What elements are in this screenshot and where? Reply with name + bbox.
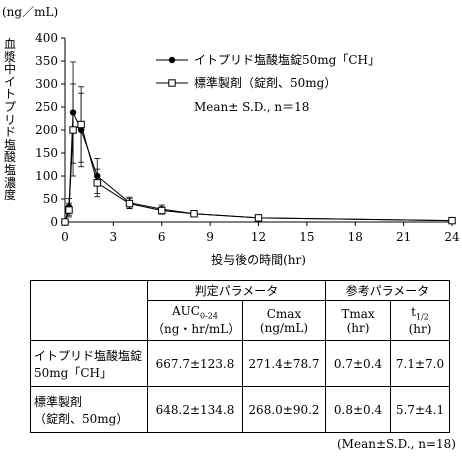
table-col-thalf: t1/2 (hr) [390,300,450,341]
thalf-header-unit: (hr) [408,321,432,336]
table-header-row-1: 判定パラメータ 参考パラメータ [30,280,450,341]
data-point [65,206,73,214]
thalf-header-sub: 1/2 [415,312,429,322]
table-col-tmax: Tmax (hr) [325,300,391,341]
y-tick-label: 50 [43,192,58,206]
cmax-header-unit: (ng/mL) [259,320,309,335]
data-point [69,126,77,134]
row-label-reference: 標準製剤 （錠剤、50mg） [30,386,148,433]
row-label-line-2: （錠剤、50mg） [34,411,129,426]
x-tick-label: 3 [110,230,118,244]
y-axis-label: 血漿中イトプリド塩酸塩濃度 [3,37,16,203]
x-tick-label: 18 [348,230,363,244]
x-axis-label: 投与後の時間(hr) [211,252,306,267]
series-line [64,123,453,223]
data-point [77,120,85,129]
cell-thalf: 5.7±4.1 [390,386,450,433]
chart-legend: イトプリド塩酸塩錠50mg「CH」標準製剤（錠剤、50mg） Mean± S.D.… [156,52,380,114]
cell-cmax: 271.4±78.7 [242,340,326,387]
x-tick-label: 0 [61,230,69,244]
row-label-line-2: 50mg「CH」 [34,365,112,380]
x-tick-label: 6 [158,230,166,244]
table-header-row-2: AUC0-24 （ng・hr/mL） Cmax (ng/mL) Tmax (hr… [31,300,450,341]
auc-header-main: AUC [172,303,200,318]
cell-thalf: 7.1±7.0 [390,340,450,387]
cell-auc: 648.2±134.8 [147,386,243,433]
table-group-header-reference: 参考パラメータ [325,280,450,301]
pk-parameter-table: 判定パラメータ 参考パラメータ AUC0-24 （ng・hr/mL） Cmax … [30,280,450,433]
thalf-header-main: t [411,305,416,320]
legend-label: 標準製剤（錠剤、50mg） [194,75,336,90]
cell-auc: 667.7±123.8 [147,340,243,387]
y-axis-unit: (ng／mL) [2,5,59,19]
y-tick-label: 0 [50,215,58,229]
y-tick-label: 400 [35,31,58,45]
y-tick-label: 300 [35,77,58,91]
y-tick-label: 200 [35,123,58,137]
table-group-header-primary: 判定パラメータ [147,280,326,301]
row-label-line-1: イトプリド塩酸塩錠 [34,348,143,363]
series-line [64,112,453,223]
y-tick-label: 100 [35,169,58,183]
chart-axes: 0 50 100 150 200 250 300 350 400 0 3 6 9 12 15 18 21 24 投与… [35,31,460,267]
tmax-header-main: Tmax [341,306,375,321]
table-footnote: (Mean±S.D., n=18) [337,437,456,451]
x-tick-label: 12 [251,230,266,244]
data-point [254,214,263,222]
x-tick-label: 21 [396,230,411,244]
data-point [93,179,101,187]
cmax-header-main: Cmax [266,306,302,321]
data-point [61,218,69,226]
legend-marker [168,56,176,64]
auc-header-sub: 0-24 [199,311,218,321]
data-point [125,199,134,208]
cell-tmax: 0.8±0.4 [325,386,391,433]
table-col-auc: AUC0-24 （ng・hr/mL） [147,300,243,341]
table-row: 標準製剤 （錠剤、50mg） 648.2±134.8 268.0±90.2 0.… [30,386,450,433]
x-tick-label: 15 [299,230,314,244]
row-label-test: イトプリド塩酸塩錠 50mg「CH」 [30,340,148,387]
auc-header-unit: （ng・hr/mL） [152,322,241,337]
x-tick-label: 9 [206,230,214,244]
legend-note: Mean± S.D., n＝18 [194,100,309,114]
pk-line-chart: 0 50 100 150 200 250 300 350 400 0 3 6 9 12 15 18 21 24 投与… [35,31,460,267]
tmax-header-unit: (hr) [346,320,370,335]
data-point [158,206,166,215]
table-corner-cell [30,280,148,341]
row-label-line-1: 標準製剤 [34,394,83,409]
table-row: イトプリド塩酸塩錠 50mg「CH」 667.7±123.8 271.4±78.… [30,340,450,387]
data-point [190,210,198,218]
table-col-cmax: Cmax (ng/mL) [242,300,326,341]
legend-marker [168,79,176,87]
y-tick-label: 350 [35,54,58,68]
x-tick-label: 24 [444,230,460,244]
legend-label: イトプリド塩酸塩錠50mg「CH」 [194,52,380,67]
data-point [448,216,456,225]
chart-plot-area [61,61,456,226]
cell-tmax: 0.7±0.4 [325,340,391,387]
y-tick-label: 250 [35,100,58,114]
y-tick-label: 150 [35,146,58,160]
cell-cmax: 268.0±90.2 [242,386,326,433]
